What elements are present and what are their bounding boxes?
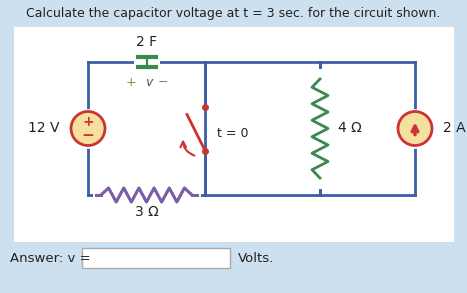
Text: −: − [82,128,94,143]
Text: −: − [157,76,168,88]
Text: v: v [145,76,152,88]
Circle shape [398,112,432,146]
Text: +: + [125,76,136,88]
Text: 3 Ω: 3 Ω [134,205,158,219]
Text: t = 0: t = 0 [217,127,248,140]
Text: 2 F: 2 F [136,35,157,49]
Circle shape [71,112,105,146]
Text: +: + [82,115,94,130]
Text: 12 V: 12 V [28,122,60,135]
Text: Calculate the capacitor voltage at t = 3 sec. for the circuit shown.: Calculate the capacitor voltage at t = 3… [26,6,440,20]
Text: Answer: v =: Answer: v = [10,251,91,265]
FancyBboxPatch shape [14,27,454,242]
Text: 4 Ω: 4 Ω [338,122,362,135]
Text: Volts.: Volts. [238,251,274,265]
Text: 2 A: 2 A [443,122,466,135]
FancyBboxPatch shape [82,248,230,268]
